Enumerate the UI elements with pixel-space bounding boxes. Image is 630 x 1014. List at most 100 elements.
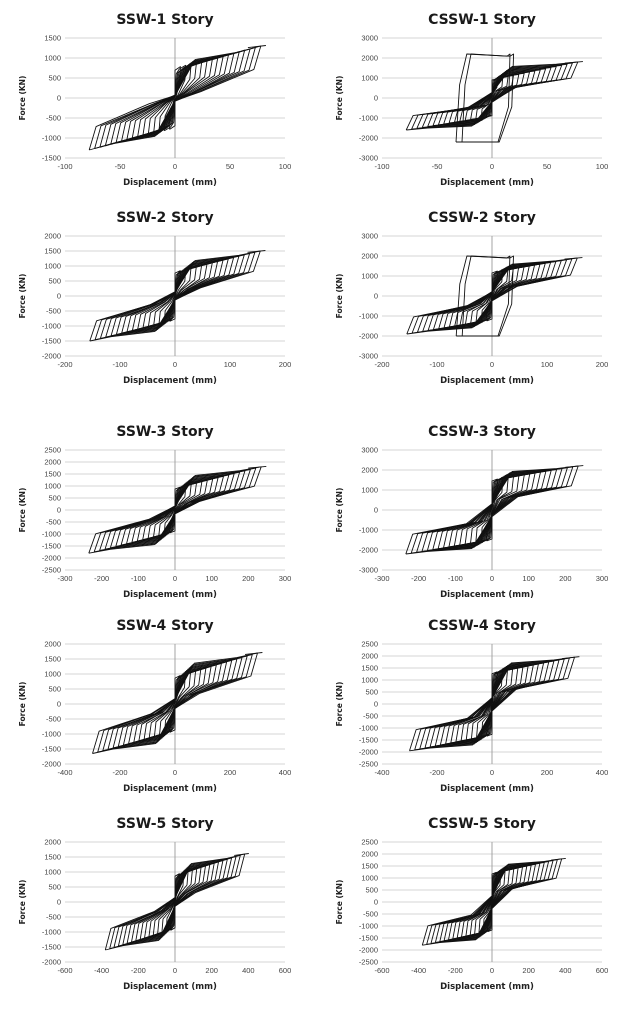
chart-title: CSSW-1 Story [428, 12, 536, 28]
y-tick-label: -1500 [42, 542, 61, 551]
hysteresis-cycle [421, 64, 563, 128]
x-tick-label: 0 [173, 162, 177, 171]
y-axis-label: Force (KN) [18, 76, 27, 121]
x-tick-label: 200 [596, 360, 609, 369]
y-tick-label: -1000 [42, 322, 61, 331]
x-tick-label: -50 [115, 162, 126, 171]
overshoot-cycle [461, 255, 511, 337]
chart-title: SSW-4 Story [116, 618, 213, 634]
y-tick-label: 1000 [44, 868, 61, 877]
y-tick-label: -500 [363, 910, 378, 919]
x-tick-label: -600 [374, 966, 389, 975]
x-tick-label: 0 [173, 966, 177, 975]
x-tick-label: -100 [429, 360, 444, 369]
hysteresis-chart: SSW-4 Story-2000-1500-1000-5000500100015… [18, 618, 292, 794]
y-tick-label: 2000 [361, 252, 378, 261]
y-tick-label: 2000 [44, 232, 61, 241]
x-tick-label: -200 [448, 966, 463, 975]
hysteresis-chart: CSSW-1 Story-3000-2000-10000100020003000… [335, 12, 609, 188]
y-tick-label: 2500 [361, 838, 378, 847]
y-tick-label: -2000 [42, 760, 61, 769]
chart-panel-6: CSSW-3 Story -3000 -2000 -1000 0 1000 2000 3000… [322, 420, 622, 605]
y-tick-label: 3000 [361, 232, 378, 241]
y-tick-label: -1000 [359, 526, 378, 535]
x-tick-label: 200 [242, 574, 255, 583]
x-tick-label: 100 [596, 162, 609, 171]
chart-title: SSW-2 Story [116, 210, 213, 226]
y-tick-label: 0 [374, 506, 378, 515]
y-tick-label: -1000 [359, 312, 378, 321]
y-tick-label: 1000 [44, 482, 61, 491]
x-tick-label: -200 [131, 966, 146, 975]
x-tick-label: -300 [57, 574, 72, 583]
hysteresis-chart: SSW-3 Story-2500-2000-1500-1000-50005001… [18, 424, 292, 600]
chart-title: SSW-3 Story [116, 424, 213, 440]
y-tick-label: -1000 [359, 922, 378, 931]
x-tick-label: 400 [279, 768, 292, 777]
y-tick-label: -500 [46, 715, 61, 724]
y-tick-label: -2000 [359, 748, 378, 757]
hysteresis-chart: SSW-2 Story-2000-1500-1000-5000500100015… [18, 210, 292, 386]
y-tick-label: -500 [46, 913, 61, 922]
x-tick-label: -100 [112, 360, 127, 369]
hysteresis-cycle [163, 64, 187, 132]
backbone-tail [551, 857, 566, 861]
y-axis-label: Force (KN) [18, 274, 27, 319]
chart-title: SSW-5 Story [116, 816, 213, 832]
x-tick-label: 400 [596, 768, 609, 777]
x-axis-label: Displacement (mm) [440, 784, 534, 794]
x-tick-label: -100 [131, 574, 146, 583]
hysteresis-chart: CSSW-5 Story-2500-2000-1500-1000-5000500… [335, 816, 609, 992]
y-tick-label: 500 [365, 886, 378, 895]
y-tick-label: -1000 [42, 530, 61, 539]
x-tick-label: -400 [374, 768, 389, 777]
y-tick-label: -1500 [42, 943, 61, 952]
y-tick-label: 2000 [361, 466, 378, 475]
y-tick-label: -1500 [42, 337, 61, 346]
y-tick-label: -500 [46, 518, 61, 527]
y-tick-label: 1500 [44, 655, 61, 664]
hysteresis-chart: CSSW-4 Story-2500-2000-1500-1000-5000500… [335, 618, 609, 794]
x-tick-label: 600 [596, 966, 609, 975]
y-tick-label: 500 [48, 277, 61, 286]
y-tick-label: -3000 [359, 352, 378, 361]
y-axis-label: Force (KN) [335, 76, 344, 121]
hysteresis-cycle [443, 69, 541, 125]
x-tick-label: -200 [429, 768, 444, 777]
chart-title: SSW-1 Story [116, 12, 213, 28]
x-tick-label: -200 [411, 574, 426, 583]
x-tick-label: 200 [224, 768, 237, 777]
y-tick-label: 2000 [44, 838, 61, 847]
y-tick-label: 2500 [361, 640, 378, 649]
x-tick-label: 300 [279, 574, 292, 583]
y-tick-label: 500 [48, 883, 61, 892]
backbone-tail [247, 250, 266, 253]
x-tick-label: -100 [448, 574, 463, 583]
hysteresis-cycle [169, 66, 181, 130]
chart-panel-2: CSSW-1 Story -3000 -2000 -1000 0 1000 2000 3000… [322, 8, 622, 193]
overshoot-cycle [455, 255, 514, 337]
y-tick-label: -2000 [359, 134, 378, 143]
x-tick-label: 0 [173, 360, 177, 369]
hysteresis-cycle [432, 67, 552, 127]
y-tick-label: 1000 [361, 486, 378, 495]
hysteresis-chart: SSW-1 Story-1500-1000-500050010001500-10… [18, 12, 291, 188]
y-axis-label: Force (KN) [335, 488, 344, 533]
x-tick-label: -400 [411, 966, 426, 975]
x-axis-label: Displacement (mm) [123, 376, 217, 386]
y-tick-label: 0 [57, 94, 61, 103]
chart-title: CSSW-5 Story [428, 816, 536, 832]
x-tick-label: 0 [490, 360, 494, 369]
chart-panel-5: SSW-3 Story -2500 -2000 -1500 -1000 -500 0 500 1… [5, 420, 305, 605]
chart-panel-9: SSW-5 Story -2000 -1500 -1000 -500 0 500 1000 15… [5, 812, 305, 997]
backbone-tail [564, 61, 583, 64]
x-tick-label: 200 [279, 360, 292, 369]
y-tick-label: 1500 [361, 862, 378, 871]
x-axis-label: Displacement (mm) [440, 982, 534, 992]
y-tick-label: -2000 [42, 352, 61, 361]
y-tick-label: -500 [363, 712, 378, 721]
x-tick-label: -400 [57, 768, 72, 777]
chart-panel-10: CSSW-5 Story -2500 -2000 -1500 -1000 -500 0 500… [322, 812, 622, 997]
x-tick-label: 200 [205, 966, 218, 975]
x-tick-label: -300 [374, 574, 389, 583]
